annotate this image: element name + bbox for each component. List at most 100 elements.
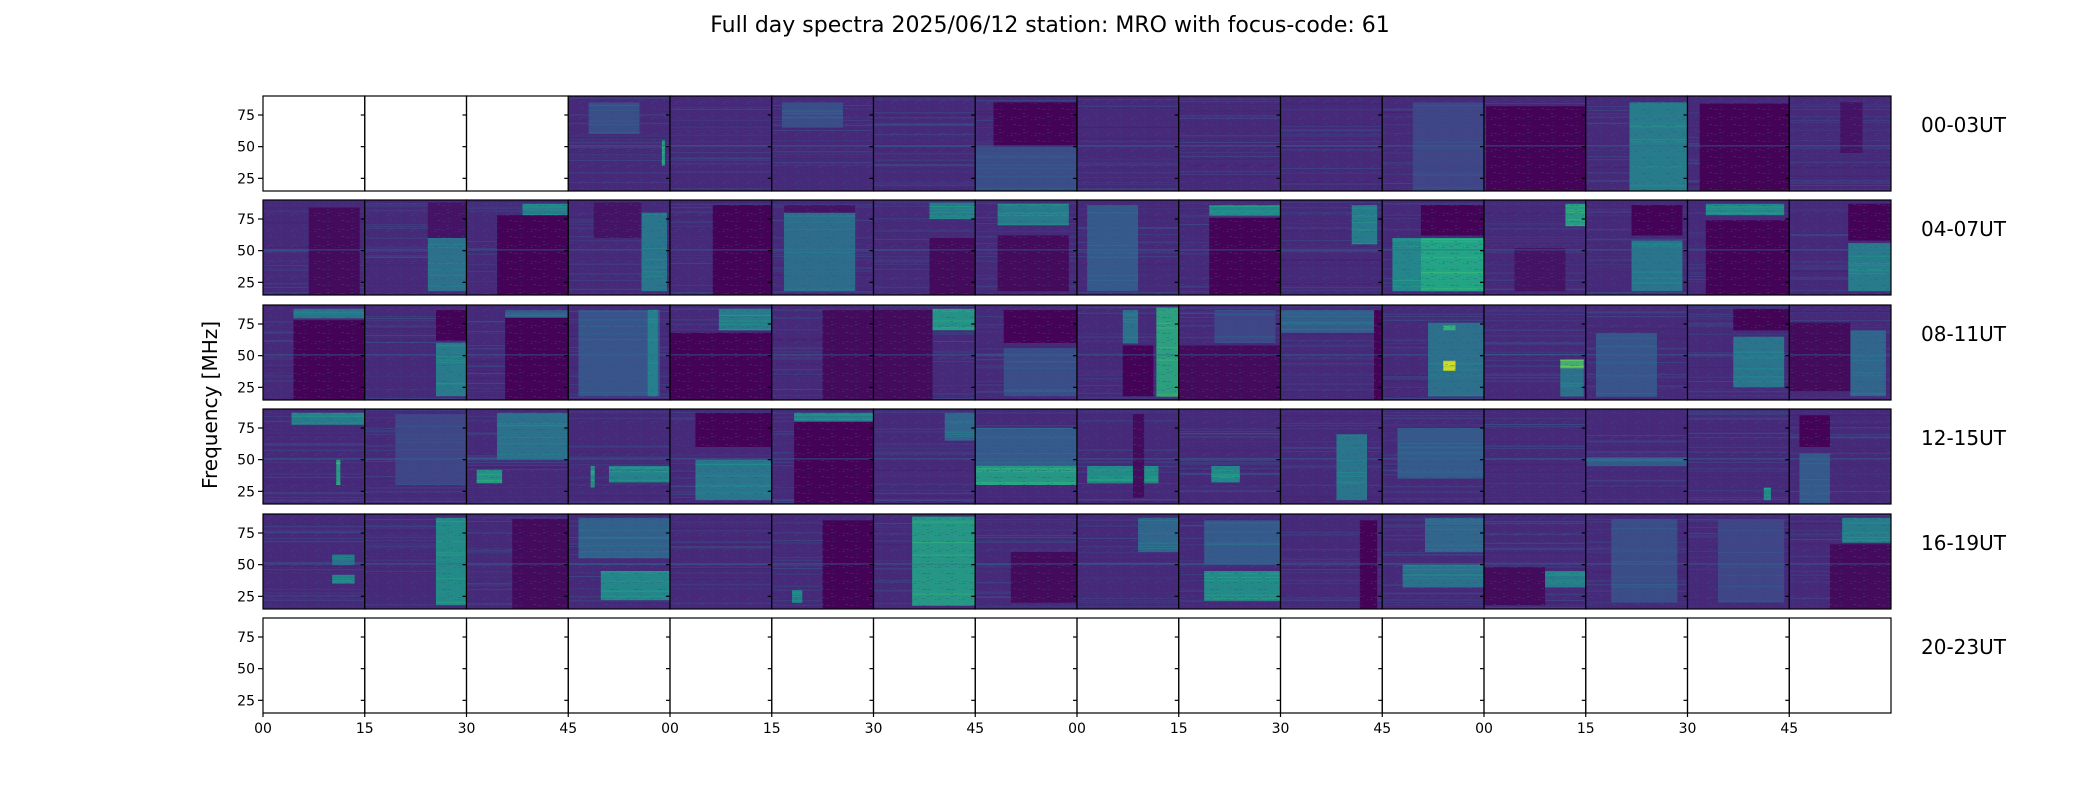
spectrum-panel <box>1581 95 1689 192</box>
spectrum-panel <box>869 513 976 610</box>
panel-frame <box>1381 617 1485 714</box>
spectrum-panel <box>971 408 1078 505</box>
spectrum-panel <box>564 199 671 296</box>
x-tick-label: 45 <box>559 721 577 737</box>
panel-frame <box>465 95 569 192</box>
spectrum-panel <box>1174 513 1282 610</box>
panel-frame <box>262 617 366 714</box>
spectrum-panel <box>869 304 976 401</box>
spectrum-panel <box>462 513 569 610</box>
row-08-11UT <box>262 304 1892 401</box>
y-tick-label: 25 <box>237 693 255 709</box>
spectrum-panel <box>1378 304 1485 401</box>
panel-frame <box>1788 513 1892 610</box>
spectrum-panel <box>1785 617 1892 714</box>
x-tick-label: 15 <box>763 721 781 737</box>
x-tick-label: 15 <box>1577 721 1595 737</box>
spectrum-panel <box>360 95 468 192</box>
spectrum-panel <box>1276 199 1383 296</box>
x-tick-label: 45 <box>1780 721 1798 737</box>
spectrum-panel <box>1073 199 1180 296</box>
spectrum-panel <box>1276 617 1383 714</box>
panel-frame <box>1788 617 1892 714</box>
row-20-23UT <box>262 617 1892 714</box>
spectrum-panel <box>1174 408 1282 505</box>
spectrum-panel <box>564 513 671 610</box>
spectrum-panel <box>666 617 773 714</box>
spectrum-panel <box>1378 617 1485 714</box>
spectrum-panel <box>971 513 1078 610</box>
spectrum-panel <box>1073 408 1180 505</box>
row-label: 08-11UT <box>1921 322 2007 346</box>
spectrum-panel <box>1378 408 1485 505</box>
spectrum-panel <box>1581 617 1689 714</box>
spectrum-panel <box>971 95 1078 192</box>
x-tick-label: 30 <box>1272 721 1290 737</box>
y-tick-label: 25 <box>237 380 255 396</box>
y-tick-label: 25 <box>237 484 255 500</box>
spectrum-panel <box>564 304 671 401</box>
x-tick-label: 00 <box>254 721 272 737</box>
spectrum-panel <box>666 304 773 401</box>
axes-layer: 25 50 75 00-03UT 25 50 75 04-07UT 25 50 75 08-11UT 2… <box>237 108 2007 737</box>
panel-frame <box>1686 617 1790 714</box>
y-tick-label: 50 <box>237 349 255 365</box>
spectrum-panel <box>462 199 569 296</box>
spectrum-panel <box>971 617 1078 714</box>
spectrum-panel <box>1683 304 1790 401</box>
spectrum-panel <box>1581 408 1689 505</box>
spectrum-panel <box>1276 304 1383 401</box>
panel-frame <box>1788 304 1892 401</box>
y-tick-label: 50 <box>237 140 255 156</box>
spectrum-panel <box>1785 304 1892 401</box>
panel-frame <box>567 617 671 714</box>
panels-layer <box>262 95 1892 714</box>
y-tick-label: 75 <box>237 630 255 646</box>
spectrum-panel <box>360 199 468 296</box>
spectrum-panel <box>1480 304 1587 401</box>
spectrum-panel <box>767 95 875 192</box>
spectrum-panel <box>1785 95 1892 192</box>
row-label: 12-15UT <box>1921 426 2007 450</box>
spectrum-panel <box>1581 513 1689 610</box>
y-tick-label: 75 <box>237 108 255 124</box>
panel-frame <box>669 617 773 714</box>
panel-frame <box>465 617 569 714</box>
y-tick-label: 50 <box>237 453 255 469</box>
x-tick-label: 45 <box>1373 721 1391 737</box>
panel-frame <box>1483 617 1587 714</box>
spectrum-panel <box>1480 199 1587 296</box>
row-00-03UT <box>262 95 1892 192</box>
row-16-19UT <box>262 513 1892 610</box>
x-tick-label: 30 <box>1679 721 1697 737</box>
spectrum-panel <box>462 617 569 714</box>
spectrum-panel <box>1683 199 1790 296</box>
spectrum-panel <box>1683 617 1790 714</box>
y-tick-label: 75 <box>237 526 255 542</box>
y-tick-label: 75 <box>237 212 255 228</box>
x-tick-label: 30 <box>865 721 883 737</box>
spectrum-panel <box>666 95 773 192</box>
spectrum-panel <box>767 199 875 296</box>
row-label: 04-07UT <box>1921 217 2007 241</box>
spectrum-panel <box>360 617 468 714</box>
y-tick-label: 25 <box>237 275 255 291</box>
spectrum-panel <box>1174 95 1282 192</box>
spectrum-panel <box>767 617 875 714</box>
spectrum-panel <box>666 408 773 505</box>
panel-frame <box>1788 95 1892 192</box>
spectrum-panel <box>1785 513 1892 610</box>
spectrum-panel <box>1276 95 1383 192</box>
panel-frame <box>1788 408 1892 505</box>
row-label: 00-03UT <box>1921 113 2007 137</box>
spectrum-panel <box>462 408 569 505</box>
spectrum-panel <box>262 513 366 610</box>
spectrum-panel <box>1378 513 1485 610</box>
spectrum-panel <box>1174 199 1282 296</box>
y-tick-label: 25 <box>237 171 255 187</box>
spectrum-panel <box>1480 408 1587 505</box>
spectrum-panel <box>767 304 875 401</box>
x-tick-label: 30 <box>458 721 476 737</box>
spectrum-panel <box>869 199 976 296</box>
